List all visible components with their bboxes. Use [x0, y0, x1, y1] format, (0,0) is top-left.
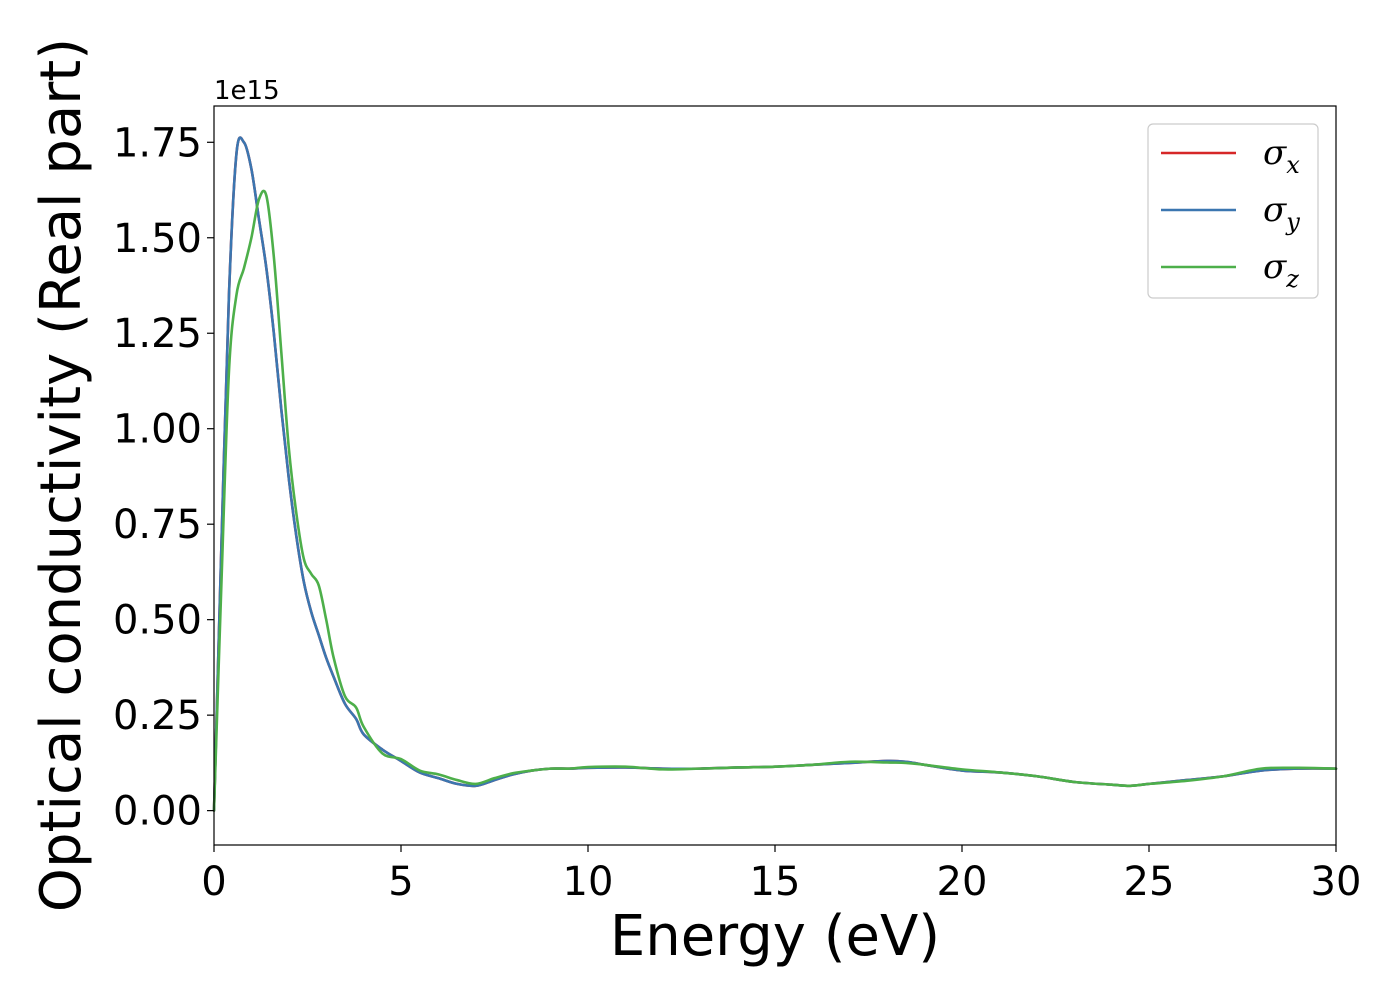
- y-tick-label: 1.00: [113, 407, 202, 453]
- x-tick-label: 15: [750, 859, 801, 905]
- x-tick-label: 5: [388, 859, 413, 905]
- y-tick-label: 0.25: [113, 693, 202, 739]
- x-tick-label: 10: [563, 859, 614, 905]
- x-tick-label: 30: [1311, 859, 1362, 905]
- x-tick-label: 25: [1124, 859, 1175, 905]
- y-tick-label: 1.75: [113, 120, 202, 166]
- x-tick-label: 0: [201, 859, 226, 905]
- legend-label-z: σz: [1263, 247, 1299, 293]
- y-axis-label: Optical conductivity (Real part): [29, 38, 94, 912]
- x-axis-label: Energy (eV): [610, 904, 940, 969]
- x-axis: 0 5 10 15 20 25 30: [201, 845, 1361, 905]
- legend-label-x: σx: [1263, 133, 1300, 179]
- series-layer: [212, 136, 1338, 812]
- y-tick-label: 0.50: [113, 598, 202, 644]
- series-line-z: [212, 189, 1338, 812]
- y-tick-label: 1.50: [113, 216, 202, 262]
- legend-items: σx σy σz: [1161, 133, 1300, 293]
- y-offset-label: 1e15: [214, 76, 280, 106]
- x-tick-label: 20: [937, 859, 988, 905]
- legend-label-y: σy: [1263, 190, 1300, 236]
- legend: σx σy σz: [1147, 123, 1319, 299]
- y-axis: 0.00 0.25 0.50 0.75 1.00 1.25 1.50 1.75: [113, 120, 214, 835]
- y-tick-label: 1.25: [113, 311, 202, 357]
- y-tick-label: 0.00: [113, 789, 202, 835]
- y-tick-label: 0.75: [113, 502, 202, 548]
